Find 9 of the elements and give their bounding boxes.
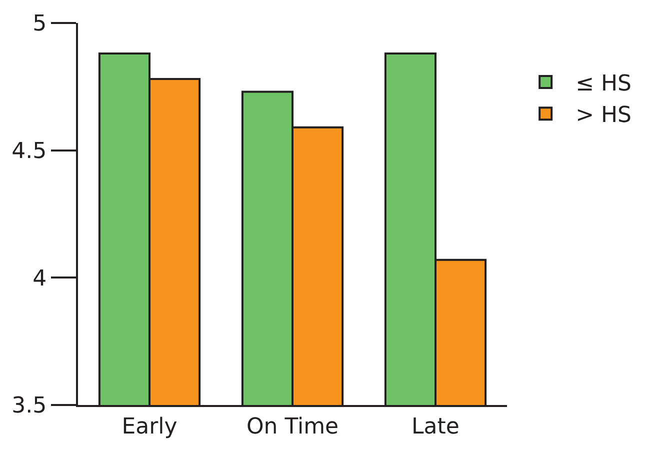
y-tick-label: 3.5 xyxy=(12,394,47,419)
legend-label: > HS xyxy=(576,103,632,128)
legend-label: ≤ HS xyxy=(576,72,632,97)
x-tick-label: Early xyxy=(122,414,178,440)
x-tick-label: Late xyxy=(412,414,460,440)
y-tick-label: 4.5 xyxy=(12,139,47,164)
y-tick-label: 4 xyxy=(32,266,47,292)
y-tick-label: 5 xyxy=(32,12,47,37)
x-tick-label: On Time xyxy=(246,414,339,440)
